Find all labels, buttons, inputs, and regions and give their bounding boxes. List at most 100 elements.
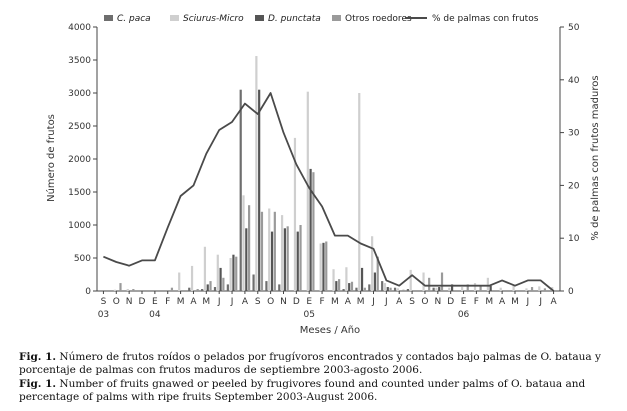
bar bbox=[248, 205, 251, 291]
bar bbox=[132, 289, 135, 291]
bar bbox=[229, 258, 232, 291]
caption-spanish-label: Fig. 1. bbox=[19, 351, 57, 363]
bar bbox=[293, 137, 297, 291]
bar bbox=[226, 284, 229, 291]
bar bbox=[393, 287, 397, 291]
bar bbox=[438, 287, 441, 291]
bar bbox=[209, 281, 212, 291]
bar bbox=[245, 228, 248, 291]
x-tick-label: N bbox=[434, 297, 441, 307]
bar bbox=[376, 256, 379, 291]
bar bbox=[232, 254, 235, 291]
bar bbox=[432, 287, 435, 291]
x-tick-label: F bbox=[319, 297, 324, 307]
caption-spanish: Fig. 1. Número de frutos roídos o pelado… bbox=[19, 351, 619, 376]
bar bbox=[396, 288, 399, 291]
x-tick-label: J bbox=[384, 297, 388, 307]
bar bbox=[435, 287, 438, 291]
bar bbox=[203, 246, 207, 291]
bar bbox=[325, 241, 328, 291]
x-tick-label: S bbox=[409, 297, 415, 307]
bar bbox=[319, 243, 322, 291]
y-right-tick-label: 20 bbox=[568, 181, 580, 191]
y-left-tick-label: 3500 bbox=[68, 56, 91, 66]
x-tick-label: A bbox=[190, 297, 197, 307]
bar bbox=[461, 287, 464, 291]
bar bbox=[178, 272, 181, 291]
bar bbox=[386, 287, 389, 291]
bar bbox=[358, 93, 361, 291]
bar bbox=[190, 265, 194, 291]
legend-swatch bbox=[104, 15, 113, 21]
bar bbox=[373, 272, 377, 291]
x-tick-label: M bbox=[511, 297, 519, 307]
x-tick-label: M bbox=[357, 297, 365, 307]
y-axis-left-title: Número de frutos bbox=[45, 114, 57, 202]
x-tick-label: J bbox=[538, 297, 542, 307]
legend-label: C. paca bbox=[117, 14, 151, 24]
bar bbox=[270, 231, 274, 291]
x-tick-label: J bbox=[526, 297, 530, 307]
bar bbox=[242, 195, 245, 291]
legend-swatch bbox=[255, 15, 264, 21]
bar bbox=[206, 284, 209, 291]
bar bbox=[312, 172, 315, 291]
x-tick-label: M bbox=[485, 297, 493, 307]
x-tick-label: O bbox=[421, 297, 428, 307]
bar bbox=[450, 284, 454, 291]
bar bbox=[332, 269, 335, 291]
x-tick-label: O bbox=[267, 297, 274, 307]
bar bbox=[345, 267, 348, 291]
y-right-tick-label: 30 bbox=[568, 129, 580, 139]
bar bbox=[258, 89, 261, 291]
x-tick-label: A bbox=[242, 297, 249, 307]
bar bbox=[286, 226, 289, 291]
bar bbox=[402, 289, 405, 291]
x-tick-label: D bbox=[447, 297, 454, 307]
bar bbox=[409, 269, 412, 291]
y-left-tick-label: 0 bbox=[85, 287, 91, 297]
chart-bars bbox=[113, 56, 554, 292]
bar bbox=[296, 231, 299, 291]
y-left-tick-label: 2500 bbox=[68, 122, 91, 132]
bar bbox=[530, 287, 534, 291]
caption-english: Fig. 1. Number of fruits gnawed or peele… bbox=[19, 378, 619, 403]
y-left-tick-label: 1500 bbox=[68, 188, 91, 198]
y-right-tick-label: 50 bbox=[568, 23, 580, 33]
bar bbox=[381, 281, 384, 291]
bar bbox=[360, 267, 364, 291]
x-tick-label: O bbox=[113, 297, 120, 307]
x-year-label: 03 bbox=[98, 310, 109, 320]
bar bbox=[525, 288, 528, 291]
bar bbox=[466, 284, 469, 291]
bar bbox=[252, 274, 255, 291]
bar bbox=[196, 289, 199, 291]
bar bbox=[299, 225, 302, 291]
bar bbox=[422, 272, 425, 291]
bar bbox=[201, 289, 204, 291]
bar bbox=[350, 281, 354, 291]
bar bbox=[213, 287, 217, 291]
bar bbox=[322, 242, 325, 291]
x-tick-label: F bbox=[165, 297, 170, 307]
x-tick-label: A bbox=[396, 297, 403, 307]
x-tick-label: D bbox=[139, 297, 146, 307]
bar bbox=[440, 272, 444, 291]
legend-label: % de palmas con frutos bbox=[432, 14, 539, 24]
bar bbox=[335, 281, 338, 291]
bar bbox=[368, 284, 371, 291]
legend-label: Otros roedores bbox=[345, 14, 412, 24]
x-tick-label: M bbox=[331, 297, 339, 307]
bar bbox=[216, 254, 219, 291]
y-right-tick-label: 10 bbox=[568, 234, 580, 244]
y-left-tick-label: 500 bbox=[74, 254, 91, 264]
bar bbox=[538, 286, 541, 291]
y-right-tick-label: 40 bbox=[568, 76, 580, 86]
bar bbox=[406, 289, 409, 291]
legend-swatch bbox=[170, 15, 179, 21]
caption-english-label: Fig. 1. bbox=[19, 378, 57, 390]
bar bbox=[119, 283, 122, 291]
bar bbox=[499, 287, 502, 291]
legend-label: Sciurus-Micro bbox=[183, 14, 244, 24]
x-year-label: 04 bbox=[149, 310, 161, 320]
